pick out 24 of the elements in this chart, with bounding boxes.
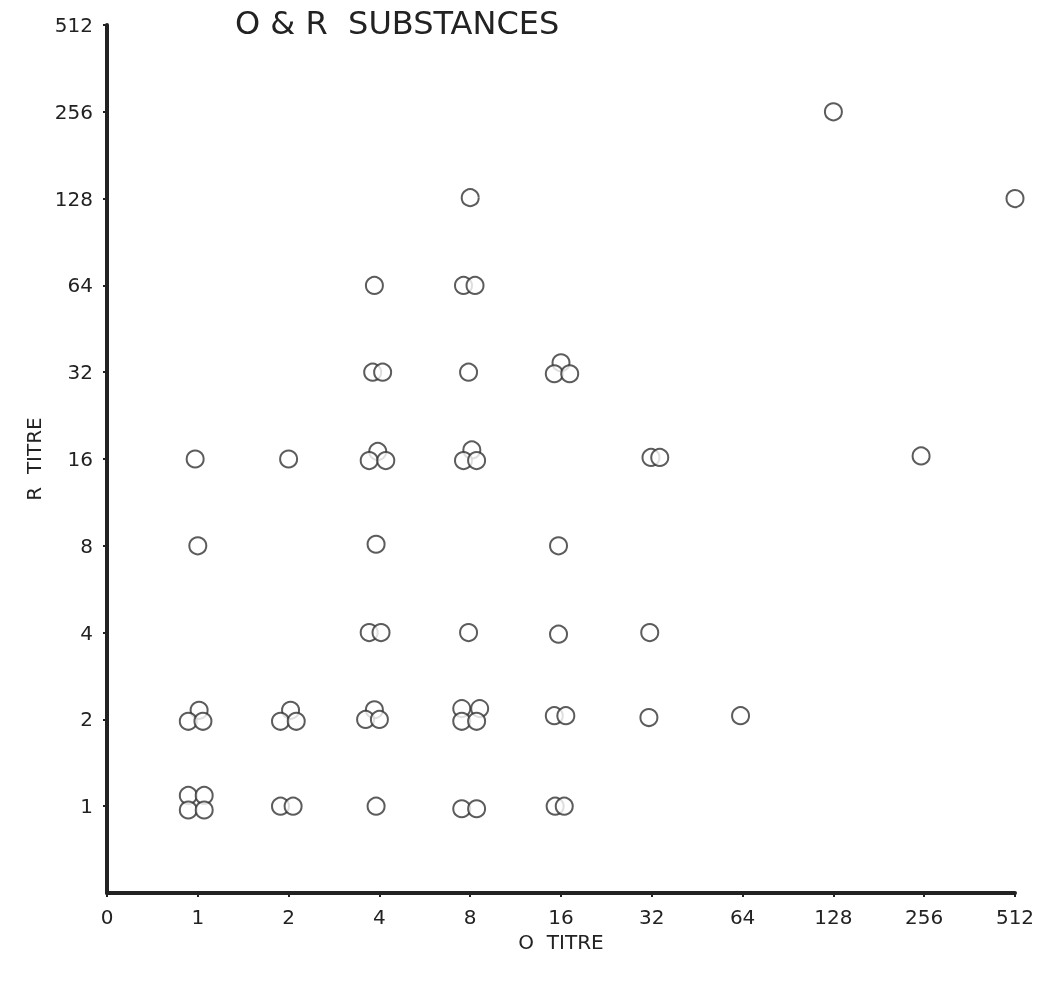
y-axis-title: R TITRE [21, 417, 46, 501]
x-tick-label: 512 [995, 905, 1035, 929]
x-tick-label: 64 [729, 905, 756, 929]
y-tick-label: 2 [80, 707, 93, 732]
x-tick-label: 2 [282, 905, 295, 929]
x-axis-title: O TITRE [518, 929, 604, 954]
y-tick-label: 256 [54, 99, 93, 124]
x-tick-label: 0 [100, 905, 114, 929]
x-tick-label: 128 [814, 905, 853, 929]
x-tick-label: 4 [373, 905, 386, 929]
x-tick-label: 32 [639, 905, 665, 929]
chart-title: O & R SUBSTANCES [235, 4, 560, 42]
y-tick-label: 16 [67, 447, 93, 471]
y-tick-label: 8 [80, 533, 93, 558]
y-tick-label: 512 [54, 13, 93, 37]
x-tick-label: 1 [191, 905, 205, 929]
x-tick-label: 256 [905, 905, 944, 929]
y-tick-label: 1 [80, 794, 93, 819]
x-tick-label: 16 [548, 905, 574, 929]
y-tick-label: 64 [67, 273, 93, 298]
x-tick-label: 8 [463, 905, 477, 929]
y-tick-label: 128 [54, 186, 93, 211]
y-tick-label: 4 [80, 620, 93, 645]
y-tick-label: 32 [67, 360, 93, 385]
